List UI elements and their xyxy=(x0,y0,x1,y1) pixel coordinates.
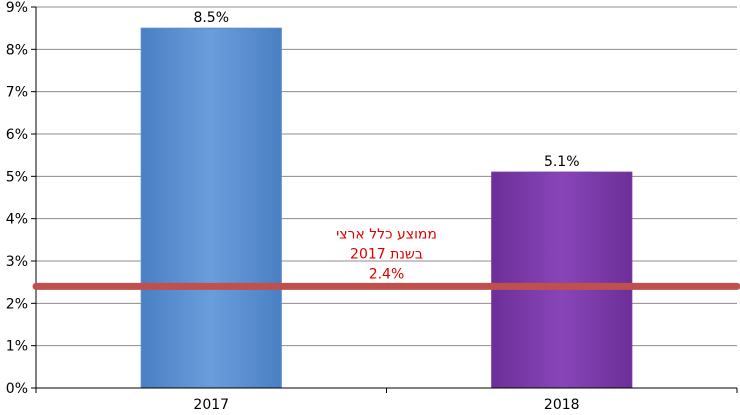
axes xyxy=(31,6,738,393)
reference-label-line-1: בשנת 2017 xyxy=(350,246,423,262)
y-tick-label-6: 6% xyxy=(6,127,28,143)
reference-label-line-0: ממוצע כלל ארצי xyxy=(336,226,437,242)
labels: 8.5% 2017 5.1% 2018 0% 1% 2% 3% 4% 5% 6% 7% 8% 9% ממוצ… xyxy=(6,0,580,413)
bar-2018 xyxy=(491,171,633,389)
y-tick-label-1: 1% xyxy=(6,339,28,355)
reference-label-line-2: 2.4% xyxy=(369,266,405,282)
y-tick-label-2: 2% xyxy=(6,296,28,312)
bar-2017 xyxy=(140,27,282,389)
y-tick-label-9: 9% xyxy=(6,0,28,16)
bars xyxy=(140,27,633,389)
y-tick-label-4: 4% xyxy=(6,212,28,228)
y-tick-label-7: 7% xyxy=(6,85,28,101)
data-label-2018: 5.1% xyxy=(544,154,580,170)
y-tick-label-3: 3% xyxy=(6,254,28,270)
y-tick-label-0: 0% xyxy=(6,381,28,397)
x-tick-label-2017: 2017 xyxy=(193,397,229,413)
data-label-2017: 8.5% xyxy=(193,10,229,26)
x-tick-label-2018: 2018 xyxy=(544,397,580,413)
y-tick-label-5: 5% xyxy=(6,169,28,185)
y-tick-label-8: 8% xyxy=(6,42,28,58)
